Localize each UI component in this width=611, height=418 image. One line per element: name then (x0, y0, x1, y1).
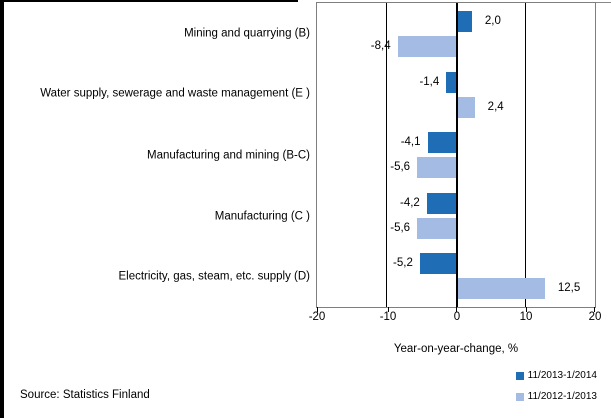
axis-tick-label-minus10: -10 (379, 311, 397, 323)
category-label-water-supply: Water supply, sewerage and waste managem… (40, 87, 310, 100)
legend-label: 11/2013-1/2014 (527, 370, 597, 381)
legend: 11/2013-1/2014 11/2012-1/2013 (515, 370, 597, 402)
image-top-border (0, 0, 298, 2)
gridline-minus-10 (386, 3, 387, 307)
image-top-border-right (595, 2, 611, 3)
axis-tick-mark (594, 307, 595, 312)
bar-11/2012-1/2013-Electricity, gas, steam, etc. supply (D) (458, 278, 545, 299)
bar-11/2013-1/2014-Manufacturing and mining (B-C) (427, 132, 456, 153)
zero-axis-line (456, 3, 458, 307)
bar-value-label: -4,2 (399, 196, 420, 209)
axis-tick-mark (456, 307, 457, 312)
bar-value-label: -4,1 (400, 136, 421, 148)
category-label-mining: Mining and quarrying (B) (184, 27, 310, 40)
x-axis-title: Year-on-year-change, % (393, 343, 519, 355)
legend-item-2013-2014: 11/2013-1/2014 (515, 370, 597, 381)
category-label-manufacturing-mining: Manufacturing and mining (B-C) (147, 149, 310, 162)
bar-11/2012-1/2013-Manufacturing and mining (B-C) (417, 157, 456, 178)
plot-area: 2,0 -1,4 -4,1 -4,2 -5,2 -8,4 2,4 -5,6 -5,6 12,5 (316, 2, 596, 308)
axis-tick-mark (317, 307, 318, 312)
gridline-plus-10 (525, 3, 526, 307)
bar-value-label: 12,5 (557, 282, 581, 294)
category-label-manufacturing: Manufacturing (C ) (214, 210, 310, 223)
legend-swatch-light-blue (515, 392, 524, 401)
bar-11/2013-1/2014-Electricity, gas, steam, etc. supply (D) (419, 253, 456, 274)
axis-tick-mark (388, 307, 389, 312)
axis-tick-label-plus10: 10 (519, 311, 533, 323)
bar-11/2013-1/2014-Manufacturing (C ) (426, 192, 456, 214)
bar-value-label: 2,4 (487, 100, 504, 113)
category-label-electricity: Electricity, gas, steam, etc. supply (D) (118, 270, 310, 283)
bar-value-label: -8,4 (370, 40, 391, 52)
axis-tick-label-zero: 0 (453, 311, 461, 323)
legend-item-2012-2013: 11/2012-1/2013 (515, 391, 597, 402)
bar-value-label: -5,6 (390, 161, 411, 173)
bar-11/2013-1/2014-Water supply, sewerage and waste management (E ) (446, 71, 456, 93)
bar-11/2013-1/2014-Mining and quarrying (B) (458, 11, 472, 32)
bar-value-label: -1,4 (419, 75, 440, 88)
axis-tick-label-minus20: -20 (308, 311, 326, 323)
bar-value-label: -5,2 (393, 257, 413, 269)
bar-11/2012-1/2013-Manufacturing (C ) (417, 217, 456, 239)
legend-label: 11/2012-1/2013 (527, 391, 597, 402)
axis-tick-label-plus20: 20 (588, 311, 602, 323)
axis-tick-mark (526, 307, 527, 312)
bar-value-label: 2,0 (484, 15, 501, 27)
bar-11/2012-1/2013-Mining and quarrying (B) (397, 36, 456, 57)
legend-swatch-dark-blue (515, 371, 524, 380)
bar-11/2012-1/2013-Water supply, sewerage and waste management (E ) (458, 96, 475, 118)
source-text: Source: Statistics Finland (20, 389, 150, 401)
bar-value-label: -5,6 (390, 221, 411, 234)
image-left-border (0, 0, 4, 418)
